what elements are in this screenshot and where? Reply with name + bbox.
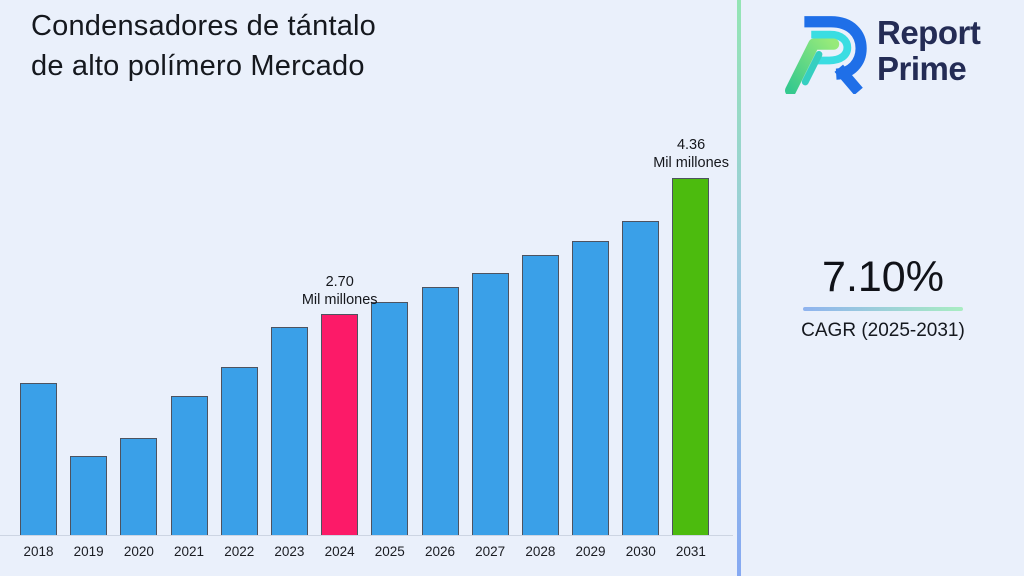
x-tick-label-2023: 2023 (274, 544, 305, 559)
bar-2030 (622, 220, 660, 535)
x-tick-label-2020: 2020 (123, 544, 154, 559)
bar-group-2026: 2026 (421, 287, 459, 559)
bar-2027 (471, 272, 509, 535)
x-tick-label-2031: 2031 (675, 544, 706, 559)
bar-2018 (20, 382, 57, 535)
bar-2026 (421, 287, 459, 535)
cagr-label: CAGR (2025-2031) (801, 320, 965, 341)
bar-series: 2018 2019 2020 2021 2022 2023 2024 2025 2026 2027… (20, 177, 710, 559)
bar-2025 (371, 302, 409, 535)
annotation-value: 4.36 (676, 137, 706, 154)
bar-2024 (321, 313, 359, 535)
x-tick-label-2026: 2026 (424, 544, 456, 559)
x-tick-label-2028: 2028 (525, 544, 556, 559)
page-title: Condensadores de tántalo de alto polímer… (31, 10, 376, 82)
bar-2019 (70, 456, 108, 535)
bar-group-2024: 2024 (321, 313, 359, 559)
x-tick-label-2027: 2027 (475, 544, 506, 559)
bar-annotation-2031: 4.36 Mil millones (653, 136, 729, 172)
bar-group-2031: 2031 (672, 177, 710, 559)
cagr-value: 7.10% (822, 253, 944, 301)
bar-group-2030: 2030 (622, 220, 660, 559)
x-tick-label-2030: 2030 (625, 544, 656, 559)
x-tick-label-2024: 2024 (324, 544, 355, 559)
x-tick-label-2021: 2021 (174, 544, 205, 559)
bar-2021 (170, 396, 208, 535)
x-tick-label-2025: 2025 (374, 544, 405, 559)
bar-group-2021: 2021 (170, 396, 208, 559)
annotation-unit: Mil millones (653, 155, 729, 172)
cagr-underline (803, 307, 963, 311)
report-prime-logo: Report Prime (781, 8, 981, 94)
bar-group-2019: 2019 (70, 456, 108, 559)
bar-group-2018: 2018 (20, 382, 57, 559)
cagr-panel: 7.10% CAGR (2025-2031) (758, 254, 1008, 342)
bar-group-2025: 2025 (371, 302, 409, 559)
x-tick-label-2018: 2018 (23, 544, 54, 559)
bar-2029 (572, 240, 610, 535)
x-tick-label-2029: 2029 (575, 544, 606, 559)
report-prime-logo-icon (785, 16, 867, 94)
bar-group-2027: 2027 (471, 272, 509, 559)
x-tick-label-2022: 2022 (224, 544, 255, 559)
bar-chart: 2018 2019 2020 2021 2022 2023 2024 2025 2026 2027… (0, 136, 733, 559)
bar-group-2029: 2029 (572, 240, 610, 559)
annotation-unit: Mil millones (301, 291, 378, 308)
bar-2022 (220, 366, 258, 535)
bar-group-2020: 2020 (120, 438, 158, 559)
bar-2028 (521, 254, 559, 535)
logo-word-prime: Prime (877, 50, 967, 87)
logo-word-report: Report (877, 14, 981, 51)
vertical-gradient-divider (737, 0, 741, 576)
bar-group-2028: 2028 (521, 254, 559, 559)
x-axis-line (0, 534, 733, 536)
bar-annotation-2024: 2.70 Mil millones (302, 273, 378, 309)
annotation-value: 2.70 (325, 273, 354, 290)
bar-group-2022: 2022 (220, 366, 258, 559)
bar-group-2023: 2023 (270, 326, 308, 559)
bar-2023 (270, 326, 308, 535)
x-tick-label-2019: 2019 (73, 544, 104, 559)
bar-2020 (120, 438, 158, 535)
bar-2031 (672, 177, 710, 535)
logo-wordmark: Report Prime (877, 14, 981, 87)
